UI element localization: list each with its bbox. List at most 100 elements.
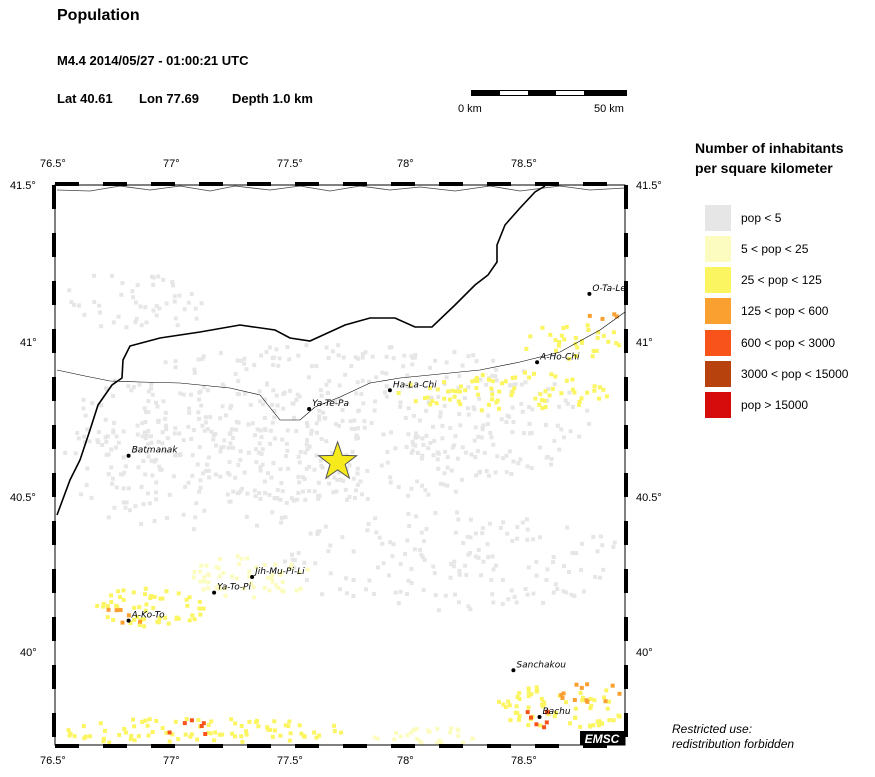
population-cell bbox=[206, 572, 211, 577]
population-cell bbox=[132, 617, 137, 622]
population-cell bbox=[597, 719, 602, 724]
legend-swatch bbox=[705, 267, 731, 293]
population-cell bbox=[157, 464, 162, 469]
population-cell bbox=[341, 478, 346, 483]
population-cell bbox=[133, 300, 138, 305]
population-cell bbox=[326, 549, 331, 554]
population-cell bbox=[406, 493, 411, 498]
population-cell bbox=[493, 470, 498, 475]
population-cell bbox=[233, 371, 238, 376]
population-cell bbox=[498, 526, 503, 530]
lon-tick-bottom-3: 77.5° bbox=[277, 755, 303, 767]
population-cell bbox=[473, 378, 477, 383]
population-cell bbox=[214, 443, 218, 448]
population-cell bbox=[457, 572, 462, 577]
population-cell bbox=[256, 724, 261, 729]
population-cell bbox=[206, 468, 211, 473]
population-cell bbox=[495, 398, 500, 403]
population-cell bbox=[503, 379, 508, 384]
population-cell bbox=[218, 474, 223, 479]
population-cell bbox=[140, 434, 145, 439]
population-cell bbox=[573, 341, 578, 346]
population-cell bbox=[131, 590, 136, 595]
population-cell bbox=[265, 725, 270, 730]
population-cell bbox=[319, 393, 324, 398]
population-cell bbox=[107, 740, 112, 745]
population-cell bbox=[296, 353, 301, 358]
population-cell bbox=[148, 594, 153, 599]
population-cell bbox=[131, 717, 135, 722]
population-cell bbox=[145, 491, 150, 496]
population-cell bbox=[388, 475, 393, 480]
population-cell bbox=[173, 365, 178, 370]
population-cell bbox=[114, 603, 119, 608]
population-cell bbox=[87, 439, 92, 444]
population-cell bbox=[278, 733, 283, 738]
population-cell bbox=[274, 583, 279, 588]
population-cell bbox=[440, 423, 445, 428]
population-cell bbox=[595, 335, 600, 340]
population-cell bbox=[476, 547, 481, 552]
population-cell bbox=[259, 353, 264, 358]
population-cell bbox=[106, 607, 111, 612]
population-cell bbox=[427, 730, 432, 734]
population-cell bbox=[112, 378, 117, 383]
population-cell bbox=[178, 452, 183, 457]
population-cell bbox=[354, 433, 359, 438]
population-cell bbox=[445, 465, 450, 470]
population-cell bbox=[285, 345, 290, 349]
lon-tick-bottom-2: 77° bbox=[163, 755, 180, 767]
population-cell bbox=[544, 578, 549, 582]
population-cell bbox=[271, 461, 276, 466]
population-cell bbox=[409, 450, 414, 455]
population-cell bbox=[526, 565, 531, 570]
population-cell bbox=[159, 467, 164, 472]
population-cell bbox=[84, 483, 89, 488]
population-cell bbox=[388, 540, 393, 545]
population-cell bbox=[318, 458, 323, 463]
population-cell bbox=[435, 726, 440, 731]
population-cell bbox=[529, 466, 534, 470]
population-cell bbox=[352, 427, 357, 431]
population-cell bbox=[365, 497, 370, 501]
population-cell bbox=[257, 389, 262, 394]
population-cell bbox=[340, 535, 345, 540]
population-cell bbox=[89, 495, 94, 500]
population-cell bbox=[591, 723, 596, 728]
population-cell bbox=[331, 490, 336, 495]
population-cell bbox=[595, 549, 600, 554]
population-cell bbox=[337, 397, 342, 401]
population-cell bbox=[323, 524, 328, 529]
population-cell bbox=[449, 562, 454, 566]
population-cell bbox=[575, 345, 580, 350]
population-cell bbox=[419, 530, 424, 535]
population-cell bbox=[233, 427, 238, 432]
population-cell bbox=[239, 556, 244, 561]
population-cell bbox=[103, 417, 108, 422]
population-cell bbox=[464, 573, 469, 578]
population-cell bbox=[182, 307, 187, 312]
population-cell bbox=[222, 438, 227, 443]
population-cell bbox=[612, 540, 617, 545]
population-cell bbox=[570, 377, 575, 382]
population-cell bbox=[235, 554, 240, 559]
population-cell bbox=[303, 450, 308, 455]
population-cell bbox=[585, 390, 590, 395]
population-cell bbox=[240, 739, 245, 744]
population-cell bbox=[573, 706, 578, 711]
population-cell bbox=[279, 481, 284, 485]
population-cell bbox=[409, 486, 414, 491]
population-cell bbox=[551, 590, 556, 595]
population-cell bbox=[281, 589, 286, 594]
population-cell bbox=[324, 439, 329, 444]
population-cell bbox=[292, 565, 297, 570]
population-cell bbox=[438, 414, 443, 419]
population-cell bbox=[431, 424, 435, 429]
population-cell bbox=[270, 355, 275, 360]
population-cell bbox=[121, 486, 126, 491]
population-cell bbox=[580, 541, 584, 546]
population-cell bbox=[366, 522, 371, 526]
city-label: Ha-La-Chi bbox=[393, 380, 437, 390]
population-cell bbox=[294, 588, 299, 593]
population-cell bbox=[131, 295, 136, 300]
